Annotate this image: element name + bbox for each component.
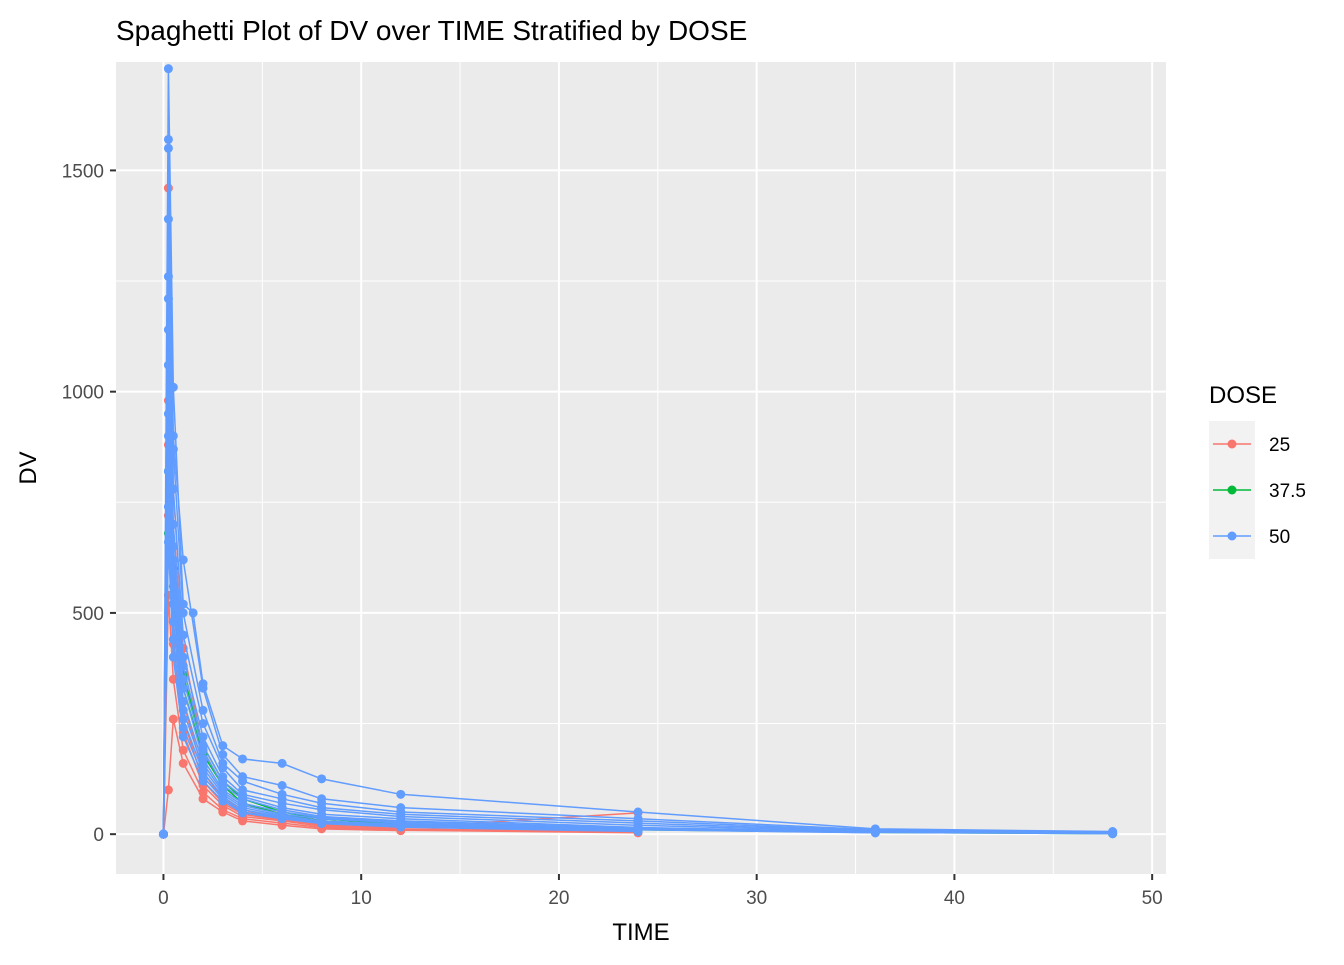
series-point-dose-50 xyxy=(277,780,287,790)
minor-gridlines xyxy=(116,62,1166,874)
legend: DOSE 25 37.5 50 xyxy=(1209,382,1306,559)
legend-label: 37.5 xyxy=(1269,481,1306,502)
x-tick-label: 40 xyxy=(944,888,965,909)
series-point-dose-50 xyxy=(238,776,248,786)
series-point-dose-50 xyxy=(178,555,188,565)
series-point-dose-25 xyxy=(163,785,173,795)
y-axis: 0 500 1000 1500 xyxy=(62,161,116,846)
series-point-dose-50 xyxy=(178,723,188,733)
series-point-dose-50 xyxy=(1108,829,1118,839)
series-point-dose-25 xyxy=(277,820,287,830)
series-point-dose-50 xyxy=(163,360,173,370)
series-point-dose-50 xyxy=(163,431,173,441)
chart-title: Spaghetti Plot of DV over TIME Stratifie… xyxy=(116,15,747,46)
series-point-dose-50 xyxy=(163,325,173,335)
y-tick-label: 500 xyxy=(72,604,104,625)
series-point-dose-50 xyxy=(198,683,208,693)
series-point-dose-50 xyxy=(870,828,880,838)
series-point-dose-25 xyxy=(198,794,208,804)
y-axis-label: DV xyxy=(15,451,42,484)
legend-entries: 25 37.5 50 xyxy=(1209,421,1306,559)
x-axis: 0 10 20 30 40 50 xyxy=(158,874,1163,909)
series-point-dose-50 xyxy=(277,758,287,768)
series-point-dose-50 xyxy=(218,796,228,806)
major-gridlines xyxy=(116,62,1166,874)
series-point-dose-25 xyxy=(238,816,248,826)
series-line-dose-50 xyxy=(162,68,1113,835)
series-point-dose-50 xyxy=(163,143,173,153)
series-point-dose-50 xyxy=(168,634,178,644)
series-point-dose-50 xyxy=(218,763,228,773)
series-point-dose-50 xyxy=(633,827,643,837)
series-point-dose-50 xyxy=(277,814,287,824)
series-point-dose-50 xyxy=(163,64,173,74)
plot-panel xyxy=(116,62,1166,874)
series-point-dose-50 xyxy=(163,409,173,419)
series-point-dose-50 xyxy=(163,502,173,512)
y-tick-label: 1000 xyxy=(62,383,104,404)
series-point-dose-25 xyxy=(218,807,228,817)
series-point-dose-50 xyxy=(163,134,173,144)
legend-label: 25 xyxy=(1269,435,1290,456)
legend-key-point xyxy=(1227,531,1237,541)
series-layer xyxy=(158,64,1118,839)
legend-key-point xyxy=(1227,439,1237,449)
x-tick-label: 10 xyxy=(351,888,372,909)
series-point-dose-50 xyxy=(168,652,178,662)
y-tick-label: 0 xyxy=(93,825,104,846)
series-point-dose-50 xyxy=(317,774,327,784)
series-point-dose-50 xyxy=(238,754,248,764)
series-point-dose-50 xyxy=(178,732,188,742)
series-point-dose-50 xyxy=(198,776,208,786)
series-point-dose-50 xyxy=(163,466,173,476)
y-tick-label: 1500 xyxy=(62,161,104,182)
x-tick-label: 50 xyxy=(1142,888,1163,909)
series-point-dose-25 xyxy=(178,758,188,768)
series-point-dose-50 xyxy=(396,822,406,832)
x-tick-label: 20 xyxy=(548,888,569,909)
series-point-dose-50 xyxy=(317,819,327,829)
legend-label: 50 xyxy=(1269,527,1290,548)
series-point-dose-50 xyxy=(163,214,173,224)
series-line-dose-25 xyxy=(162,718,401,835)
x-tick-label: 0 xyxy=(158,888,169,909)
legend-key-point xyxy=(1227,485,1237,495)
series-point-dose-50 xyxy=(163,537,173,547)
series-point-dose-50 xyxy=(163,272,173,282)
x-tick-label: 30 xyxy=(746,888,767,909)
series-point-dose-50 xyxy=(188,608,198,618)
series-point-dose-50 xyxy=(396,789,406,799)
x-axis-label: TIME xyxy=(612,919,669,946)
series-point-dose-50 xyxy=(158,829,168,839)
series-point-dose-50 xyxy=(238,808,248,818)
series-point-dose-50 xyxy=(633,807,643,817)
series-point-dose-50 xyxy=(163,294,173,304)
series-point-dose-25 xyxy=(168,714,178,724)
legend-title: DOSE xyxy=(1209,382,1277,409)
